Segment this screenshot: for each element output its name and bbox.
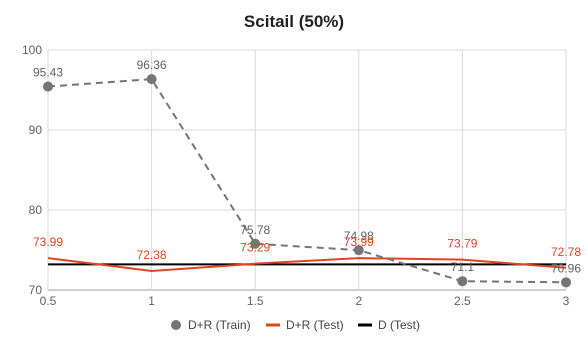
x-tick-label: 0.5 xyxy=(40,294,57,308)
x-axis-ticks: 0.5 1 1.5 2 2.5 3 xyxy=(40,294,570,308)
chart-title: Scitail (50%) xyxy=(244,12,344,31)
dr-train-point xyxy=(43,81,53,92)
legend: D+R (Train) D+R (Test) D (Test) xyxy=(171,318,420,332)
dr-train-point xyxy=(146,74,157,85)
legend-marker-dr-train xyxy=(171,320,181,330)
dr-test-label: 73.99 xyxy=(33,235,63,249)
y-tick-label: 80 xyxy=(29,203,43,217)
dr-train-label: 75.78 xyxy=(240,223,270,237)
legend-label-dr-train: D+R (Train) xyxy=(188,318,251,332)
y-tick-label: 100 xyxy=(22,43,42,57)
x-tick-label: 3 xyxy=(563,294,570,308)
dr-train-point xyxy=(353,245,364,256)
dr-train-point xyxy=(457,276,468,287)
dr-train-label: 95.43 xyxy=(33,66,63,80)
legend-label-dr-test: D+R (Test) xyxy=(286,318,344,332)
data-labels: 95.43 96.36 75.78 74.98 71.1 70.96 73.99 72.38 7… xyxy=(33,58,581,275)
y-tick-label: 70 xyxy=(29,283,43,297)
dr-train-point xyxy=(561,277,571,288)
dr-train-label: 74.98 xyxy=(344,229,374,243)
dr-test-label: 73.99 xyxy=(344,235,374,249)
x-tick-label: 1.5 xyxy=(247,294,264,308)
x-tick-label: 2.5 xyxy=(454,294,471,308)
x-tick-label: 1 xyxy=(148,294,155,308)
series-dr-test-line xyxy=(47,257,567,272)
dr-train-label: 71.1 xyxy=(451,260,475,274)
dr-test-label: 73.79 xyxy=(447,237,477,251)
series-layer xyxy=(43,74,571,288)
y-axis-ticks: 70 80 90 100 xyxy=(22,43,42,297)
series-dr-train-line xyxy=(47,78,567,284)
y-tick-label: 90 xyxy=(29,123,43,137)
dr-train-point xyxy=(250,238,261,249)
dr-train-label: 70.96 xyxy=(551,261,581,275)
dr-test-label: 72.78 xyxy=(551,245,581,259)
legend-label-d-test: D (Test) xyxy=(378,318,420,332)
x-tick-label: 2 xyxy=(355,294,362,308)
dr-test-label: 73.29 xyxy=(240,241,270,255)
grid xyxy=(47,49,567,291)
dr-test-label: 72.38 xyxy=(137,248,167,262)
dr-train-label: 96.36 xyxy=(137,58,167,72)
